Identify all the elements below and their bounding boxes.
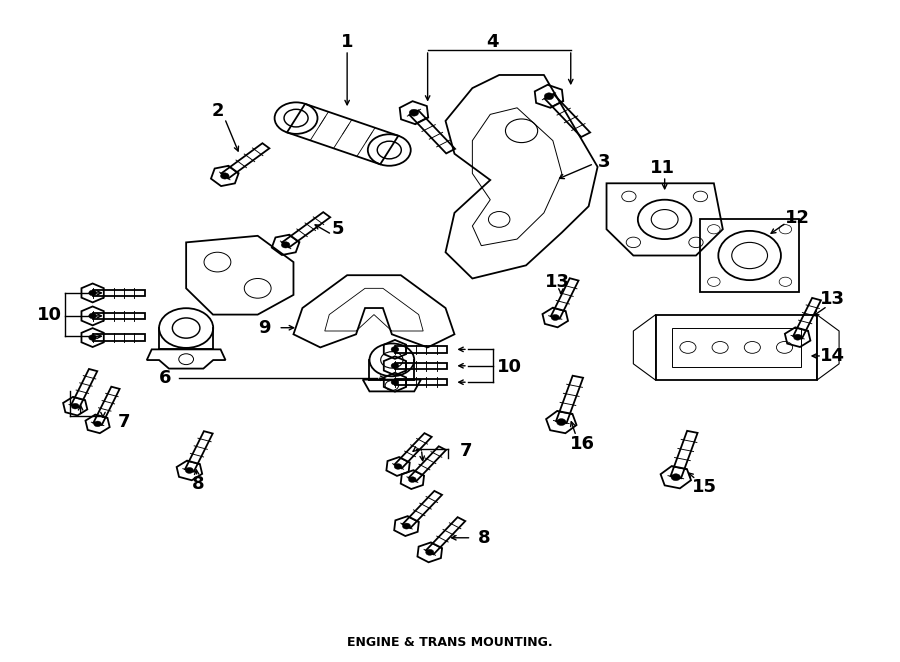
Text: 5: 5 bbox=[332, 220, 345, 238]
Text: 2: 2 bbox=[212, 102, 224, 120]
Circle shape bbox=[71, 403, 79, 409]
Circle shape bbox=[89, 313, 96, 318]
Circle shape bbox=[410, 109, 418, 116]
Circle shape bbox=[220, 173, 230, 179]
Text: 7: 7 bbox=[460, 442, 473, 460]
Circle shape bbox=[89, 290, 96, 296]
Text: 10: 10 bbox=[497, 358, 521, 376]
Circle shape bbox=[89, 335, 96, 340]
Text: 1: 1 bbox=[341, 33, 354, 51]
Circle shape bbox=[551, 314, 559, 320]
Text: 13: 13 bbox=[820, 291, 845, 308]
Text: 8: 8 bbox=[192, 475, 204, 493]
Text: 13: 13 bbox=[544, 273, 570, 291]
Circle shape bbox=[544, 93, 554, 100]
Text: 11: 11 bbox=[651, 159, 675, 177]
Circle shape bbox=[282, 242, 290, 248]
Circle shape bbox=[794, 334, 802, 340]
Circle shape bbox=[185, 467, 193, 473]
Circle shape bbox=[409, 477, 416, 483]
Circle shape bbox=[671, 474, 680, 481]
Circle shape bbox=[402, 523, 410, 529]
Circle shape bbox=[392, 363, 399, 369]
Text: 15: 15 bbox=[692, 478, 717, 496]
Circle shape bbox=[394, 463, 402, 469]
Text: ENGINE & TRANS MOUNTING.: ENGINE & TRANS MOUNTING. bbox=[347, 636, 553, 649]
Text: 3: 3 bbox=[598, 153, 610, 171]
Text: 8: 8 bbox=[478, 529, 491, 547]
Text: 7: 7 bbox=[117, 412, 130, 430]
Circle shape bbox=[94, 421, 102, 427]
Circle shape bbox=[556, 418, 566, 426]
Text: 4: 4 bbox=[487, 33, 500, 51]
Text: 16: 16 bbox=[570, 435, 595, 453]
Circle shape bbox=[392, 379, 399, 385]
Text: 10: 10 bbox=[37, 307, 62, 324]
Text: 14: 14 bbox=[820, 347, 845, 365]
Circle shape bbox=[426, 549, 434, 555]
Text: 12: 12 bbox=[785, 209, 809, 227]
Circle shape bbox=[392, 346, 399, 352]
Text: 6: 6 bbox=[159, 369, 172, 387]
Text: 9: 9 bbox=[257, 318, 270, 337]
